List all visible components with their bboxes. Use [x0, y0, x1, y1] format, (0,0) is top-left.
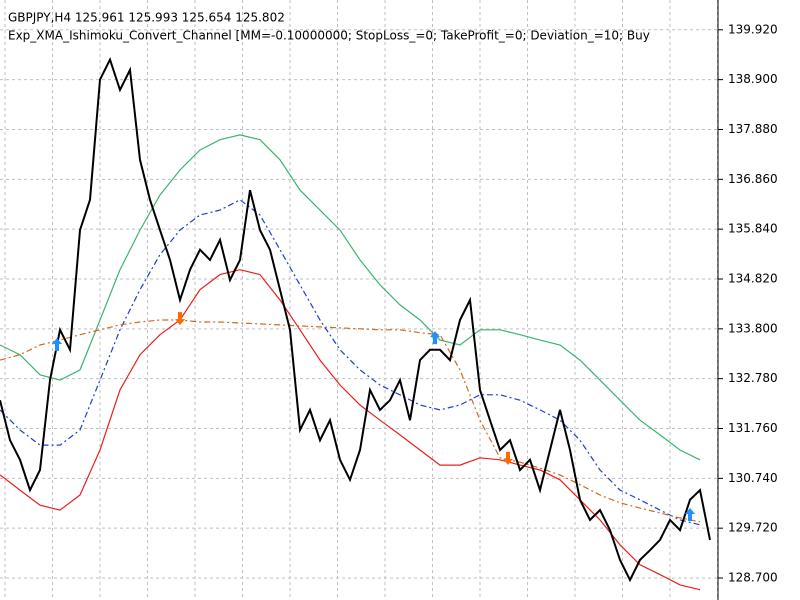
- series-line: [0, 199, 701, 526]
- signal-arrow: [430, 331, 440, 345]
- signal-arrow: [52, 337, 62, 351]
- signal-arrow: [175, 312, 185, 326]
- y-tick-label: 130.740: [728, 471, 778, 485]
- y-tick-label: 139.920: [728, 22, 778, 36]
- y-tick-label: 134.820: [728, 271, 778, 285]
- y-tick-label: 131.760: [728, 421, 778, 435]
- plot: [0, 56, 711, 591]
- y-tick-label: 136.860: [728, 172, 778, 186]
- y-tick-label: 138.900: [728, 72, 778, 86]
- axis: 139.920 138.900 137.880 136.860 135.840 134.8…: [718, 22, 778, 585]
- chart-title: GBPJPY,H4 125.961 125.993 125.654 125.80…: [8, 11, 285, 25]
- series-line: [0, 134, 701, 461]
- signal-arrow: [503, 451, 513, 465]
- y-tick-label: 132.780: [728, 371, 778, 385]
- y-tick-label: 129.720: [728, 521, 778, 535]
- series-line: [0, 319, 701, 523]
- y-tick-label: 135.840: [728, 222, 778, 236]
- chart-subtitle: Exp_XMA_Ishimoku_Convert_Channel [MM=-0.…: [8, 29, 650, 43]
- signal-arrow: [685, 507, 695, 521]
- y-tick-label: 133.800: [728, 321, 778, 335]
- series-line: [0, 269, 701, 591]
- y-tick-label: 137.880: [728, 122, 778, 136]
- y-tick-label: 128.700: [728, 571, 778, 585]
- series-line: [0, 56, 711, 583]
